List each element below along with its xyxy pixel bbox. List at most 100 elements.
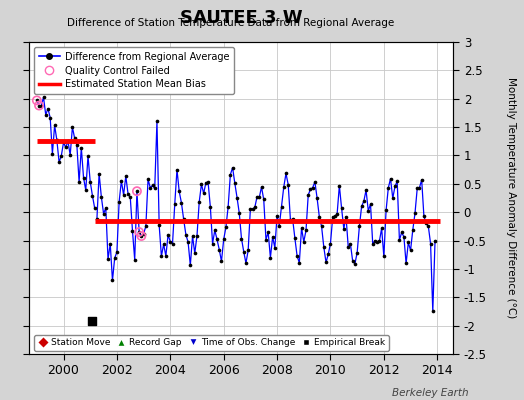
- Point: [135, 229, 144, 235]
- Point: [409, 227, 417, 233]
- Point: [135, 229, 144, 235]
- Point: [331, 213, 339, 220]
- Point: [88, 192, 96, 199]
- Point: [144, 176, 152, 182]
- Point: [318, 223, 326, 230]
- Point: [231, 180, 239, 186]
- Point: [320, 244, 328, 250]
- Point: [242, 260, 250, 266]
- Point: [393, 178, 401, 184]
- Point: [35, 102, 43, 109]
- Y-axis label: Monthly Temperature Anomaly Difference (°C): Monthly Temperature Anomaly Difference (…: [506, 77, 516, 319]
- Point: [329, 214, 337, 220]
- Point: [427, 240, 435, 247]
- Point: [200, 190, 208, 197]
- Point: [224, 204, 232, 210]
- Point: [288, 216, 297, 222]
- Point: [375, 238, 384, 244]
- Point: [211, 227, 219, 234]
- Point: [141, 223, 150, 230]
- Point: [335, 182, 344, 189]
- Point: [146, 185, 155, 191]
- Point: [206, 204, 214, 210]
- Point: [309, 184, 317, 191]
- Point: [355, 223, 364, 230]
- Point: [137, 233, 146, 239]
- Point: [333, 210, 341, 217]
- Point: [228, 164, 237, 171]
- Point: [52, 137, 61, 143]
- Point: [117, 178, 126, 184]
- Point: [424, 223, 432, 230]
- Point: [366, 201, 375, 207]
- Point: [253, 194, 261, 200]
- Point: [77, 145, 85, 151]
- Point: [340, 226, 348, 232]
- Point: [244, 247, 253, 254]
- Point: [324, 251, 332, 258]
- Point: [293, 253, 301, 259]
- Point: [280, 184, 288, 190]
- Point: [188, 233, 196, 239]
- Text: Berkeley Earth: Berkeley Earth: [392, 388, 469, 398]
- Point: [204, 179, 212, 186]
- Point: [300, 239, 308, 245]
- Point: [322, 259, 330, 266]
- Point: [286, 216, 294, 223]
- Point: [39, 94, 48, 100]
- Point: [173, 166, 181, 173]
- Point: [79, 175, 88, 181]
- Point: [44, 106, 52, 112]
- Legend: Station Move, Record Gap, Time of Obs. Change, Empirical Break: Station Move, Record Gap, Time of Obs. C…: [34, 335, 389, 351]
- Point: [353, 249, 362, 256]
- Point: [133, 188, 141, 194]
- Point: [113, 249, 121, 255]
- Point: [157, 253, 166, 260]
- Point: [233, 194, 241, 201]
- Point: [155, 222, 163, 228]
- Point: [70, 135, 79, 142]
- Point: [150, 185, 159, 192]
- Point: [164, 232, 172, 238]
- Point: [191, 250, 199, 256]
- Point: [48, 150, 57, 157]
- Point: [66, 152, 74, 158]
- Point: [422, 220, 430, 226]
- Point: [222, 224, 230, 230]
- Point: [302, 227, 310, 234]
- Point: [431, 238, 439, 245]
- Point: [115, 198, 123, 205]
- Point: [148, 182, 157, 188]
- Point: [400, 234, 408, 240]
- Point: [404, 239, 412, 246]
- Point: [139, 230, 148, 237]
- Point: [137, 233, 146, 239]
- Point: [46, 114, 54, 121]
- Point: [50, 122, 59, 129]
- Point: [133, 188, 141, 194]
- Point: [95, 170, 103, 177]
- Point: [395, 237, 403, 243]
- Point: [159, 241, 168, 248]
- Point: [297, 225, 305, 231]
- Point: [41, 112, 50, 118]
- Point: [91, 205, 99, 211]
- Point: [213, 236, 221, 242]
- Point: [88, 318, 96, 324]
- Point: [197, 181, 205, 188]
- Point: [32, 97, 41, 104]
- Point: [266, 254, 275, 261]
- Point: [84, 153, 92, 159]
- Point: [168, 240, 177, 247]
- Point: [182, 231, 190, 238]
- Point: [257, 184, 266, 190]
- Point: [418, 176, 426, 183]
- Point: [413, 185, 421, 192]
- Point: [264, 229, 272, 236]
- Point: [406, 247, 414, 254]
- Point: [282, 170, 290, 177]
- Point: [295, 260, 303, 266]
- Point: [420, 213, 428, 219]
- Point: [75, 179, 83, 185]
- Point: [311, 179, 319, 185]
